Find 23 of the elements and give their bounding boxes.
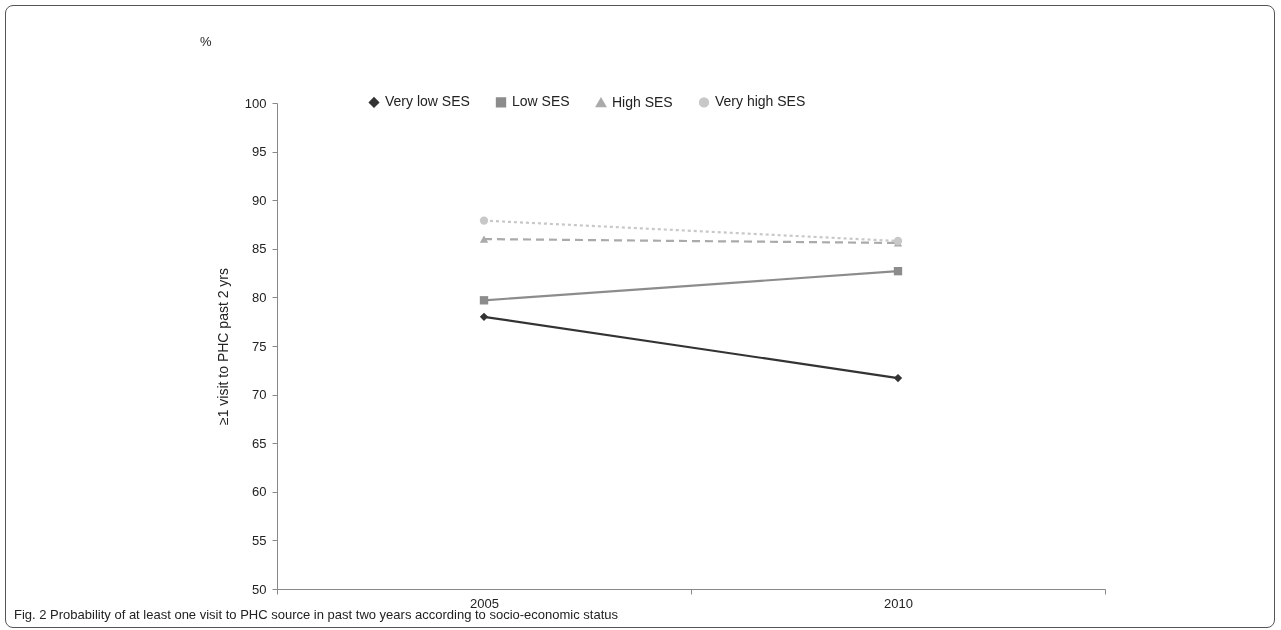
x-tick-label: 2010 <box>884 595 913 611</box>
legend-label: High SES <box>612 93 673 110</box>
y-tick-label: 80 <box>252 289 267 305</box>
legend-label: Very low SES <box>385 93 470 110</box>
y-tick-label: 60 <box>252 484 267 500</box>
y-tick-label: 90 <box>252 192 267 208</box>
legend-label: Low SES <box>512 93 570 110</box>
point <box>479 296 489 305</box>
y-tick-label: 75 <box>252 338 267 354</box>
y-tick-label: 55 <box>252 532 267 548</box>
point <box>479 216 489 225</box>
y-axis-title: ≥1 visit to PHC past 2 yrs <box>214 267 231 426</box>
y-tick-label: 85 <box>252 241 267 257</box>
point <box>893 373 903 383</box>
text: % <box>200 34 212 49</box>
y-tick-label: 70 <box>252 387 267 403</box>
y-tick-label: 65 <box>252 435 267 451</box>
legend-label: Very high SES <box>715 93 806 110</box>
y-tick-label: 95 <box>252 144 267 160</box>
y-tick-label: 100 <box>244 95 267 111</box>
point <box>479 312 489 322</box>
point <box>893 266 903 276</box>
y-tick-label: 50 <box>252 581 267 597</box>
